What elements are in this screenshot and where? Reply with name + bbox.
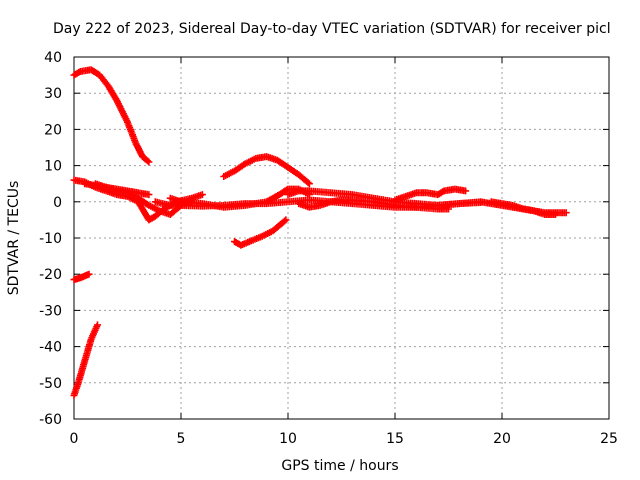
data-marker-trail bbox=[391, 185, 470, 204]
data-marker-trail bbox=[284, 187, 442, 209]
axis-ticks: 0 5 10 15 20 25 -60 -50 -40 -30 -20 -10 0 10 20 30 40 bbox=[39, 50, 618, 447]
series-track-15 bbox=[487, 198, 559, 218]
data-points bbox=[70, 66, 570, 399]
data-marker-trail bbox=[231, 216, 290, 249]
y-tick-label: -30 bbox=[39, 303, 62, 319]
x-tick-label: 15 bbox=[386, 431, 404, 447]
x-tick-label: 10 bbox=[279, 431, 297, 447]
data-marker-trail bbox=[487, 198, 559, 218]
data-marker-trail bbox=[295, 196, 452, 213]
series-track-13 bbox=[391, 185, 470, 204]
data-marker-trail bbox=[220, 153, 313, 188]
y-tick-label: 30 bbox=[44, 86, 62, 102]
y-tick-label: 40 bbox=[44, 50, 62, 66]
series-track-2 bbox=[70, 270, 93, 284]
chart-title: Day 222 of 2023, Sidereal Day-to-day VTE… bbox=[53, 21, 611, 37]
y-tick-label: -20 bbox=[39, 267, 62, 283]
series-track-12 bbox=[295, 196, 452, 213]
y-tick-label: -50 bbox=[39, 376, 62, 392]
series-track-11 bbox=[284, 187, 442, 209]
data-marker-trail bbox=[70, 66, 153, 166]
y-tick-label: -10 bbox=[39, 231, 62, 247]
y-tick-label: -40 bbox=[39, 340, 62, 356]
x-tick-label: 20 bbox=[493, 431, 511, 447]
y-tick-label: 20 bbox=[44, 122, 62, 138]
x-axis-title: GPS time / hours bbox=[281, 458, 398, 474]
y-tick-label: -60 bbox=[39, 412, 62, 428]
x-tick-label: 5 bbox=[177, 431, 186, 447]
series-track-9 bbox=[220, 153, 313, 188]
y-tick-label: 0 bbox=[53, 195, 62, 211]
y-axis-title: SDTVAR / TECUs bbox=[6, 181, 22, 296]
data-marker-trail bbox=[70, 270, 93, 284]
series-track-1 bbox=[70, 66, 153, 166]
series-track-10 bbox=[231, 216, 290, 249]
x-tick-label: 25 bbox=[600, 431, 618, 447]
grid-lines bbox=[74, 57, 609, 419]
y-tick-label: 10 bbox=[44, 159, 62, 175]
data-marker-trail bbox=[70, 321, 101, 399]
series-track-3 bbox=[70, 321, 101, 399]
x-tick-label: 0 bbox=[70, 431, 79, 447]
